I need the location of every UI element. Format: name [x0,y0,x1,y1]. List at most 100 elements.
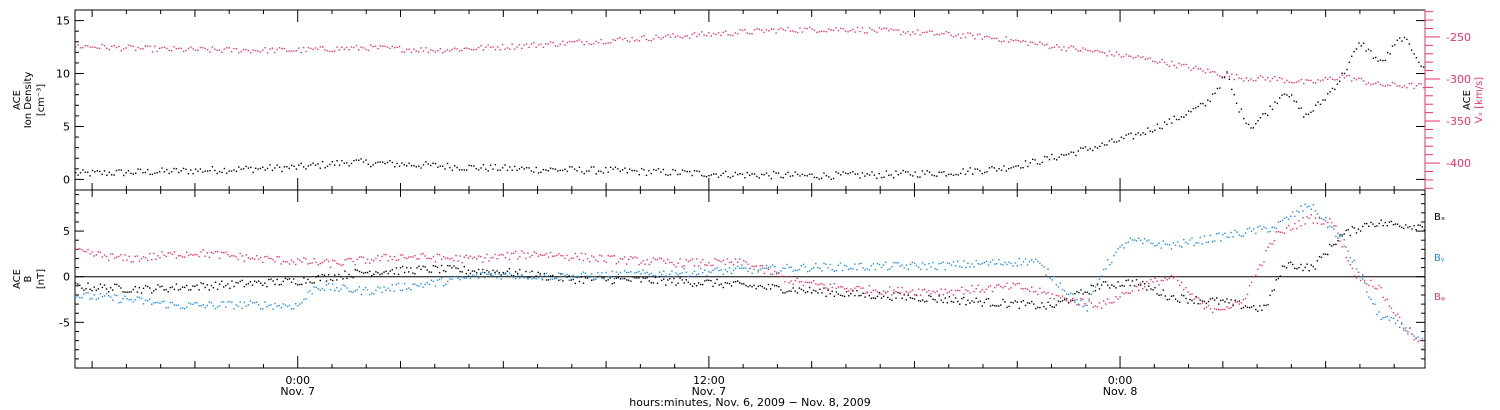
data-point [1189,298,1191,301]
data-point [249,300,252,302]
data-point [190,253,192,255]
data-point [1298,211,1300,213]
data-point [1232,304,1234,307]
data-point [963,260,965,262]
data-point [369,270,371,272]
data-point [897,262,899,264]
data-point [919,268,922,270]
data-point [85,292,87,294]
data-point [882,295,885,297]
data-point [1080,147,1082,149]
data-point [1127,292,1129,294]
data-point [1012,40,1015,42]
data-point [1018,307,1020,310]
data-point [341,160,343,162]
data-point [439,48,441,50]
data-point [619,257,622,260]
x-tick-label-time: 0:00 [285,374,310,387]
data-point [206,252,208,254]
data-point [893,261,895,264]
data-point [868,174,871,176]
data-point [979,170,981,172]
data-point [1086,310,1088,312]
data-point [674,36,676,38]
data-point [1290,261,1292,263]
data-point [1158,294,1160,296]
data-point [1047,291,1049,294]
data-point [202,249,204,251]
data-point [470,165,473,167]
data-point [861,172,864,174]
data-point [769,288,772,290]
data-point [679,273,681,275]
data-point [936,33,938,35]
data-point [1080,297,1082,300]
data-point [1121,284,1123,287]
data-point [97,251,99,253]
data-point [1111,302,1113,304]
data-point [1353,227,1356,229]
data-point [945,175,947,177]
data-point [354,269,356,271]
data-point [410,51,413,53]
data-point [725,170,727,172]
data-point [1179,284,1181,286]
data-point [1306,206,1308,208]
data-point [1242,235,1245,237]
data-point [1372,303,1374,305]
data-point [549,275,552,277]
data-point [988,36,991,38]
data-point [124,291,126,293]
data-point [1193,302,1195,304]
data-point [77,248,79,251]
data-point [458,50,461,52]
data-point [1407,333,1409,335]
data-point [845,287,848,290]
data-point [137,168,139,170]
data-point [813,267,815,269]
data-point [782,28,784,31]
data-point [1337,240,1339,242]
data-point [582,259,585,262]
data-point [177,304,180,306]
data-point [603,276,605,279]
data-point [384,163,386,165]
data-point [1084,304,1086,307]
data-point [416,284,418,287]
data-point [202,46,204,49]
data-point [712,285,714,288]
data-point [792,283,794,286]
data-point [375,271,377,273]
data-point [1399,85,1401,87]
data-point [628,271,630,274]
data-point [173,251,176,253]
data-point [675,284,677,286]
data-point [1151,60,1154,63]
data-point [1271,77,1274,80]
data-point [159,286,161,288]
data-point [1230,231,1232,234]
data-point [903,293,905,296]
data-point [1137,289,1140,292]
data-point [1203,300,1206,303]
data-point [1168,65,1171,67]
data-point [657,168,660,170]
data-point [1057,295,1060,297]
data-point [1142,280,1144,283]
data-point [1076,291,1078,293]
data-point [1298,107,1300,110]
data-point [1094,50,1096,52]
data-point [1285,227,1288,229]
data-point [684,35,686,37]
data-point [713,173,715,175]
data-point [1075,154,1077,157]
data-point [233,169,235,171]
data-point [722,172,724,174]
data-point [787,171,789,173]
data-point [406,288,408,290]
data-point [911,289,914,291]
data-point [268,257,270,259]
data-point [1209,298,1212,300]
data-point [1103,52,1106,54]
data-point [266,255,268,258]
